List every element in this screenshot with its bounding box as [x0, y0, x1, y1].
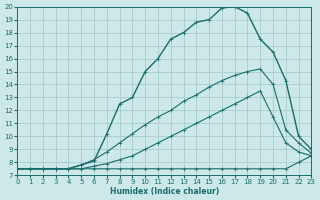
- X-axis label: Humidex (Indice chaleur): Humidex (Indice chaleur): [110, 187, 219, 196]
